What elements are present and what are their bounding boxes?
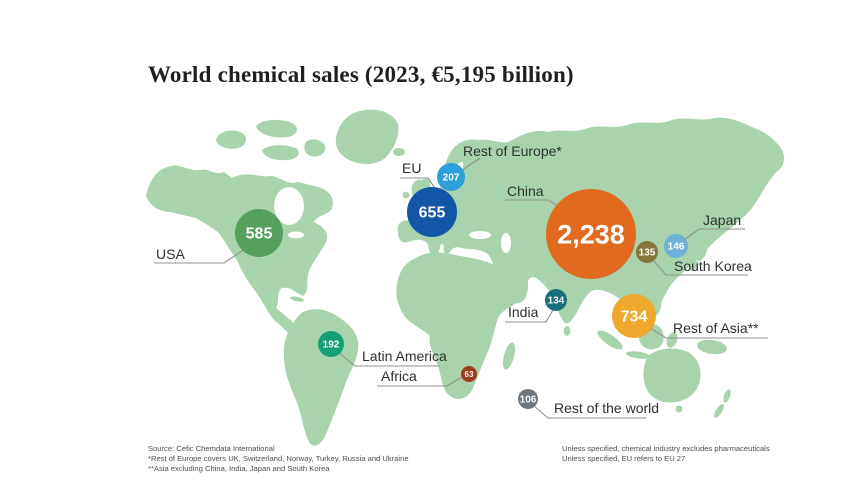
bubble-africa: 63 [461, 366, 477, 382]
landmass-tasmania [675, 405, 683, 413]
bubble-circle-usa [235, 209, 283, 257]
region-label-layer: USA EU Rest of Europe* China Japan South Kore… [156, 143, 759, 416]
region-label-india: India [508, 304, 539, 320]
bubble-circle-china [546, 189, 636, 279]
map-land-layer [146, 109, 784, 446]
leader-line-india [505, 309, 554, 323]
bubble-value-eu: 655 [419, 205, 446, 222]
bubble-rest-of-europe: 207 [437, 163, 465, 191]
bubble-eu: 655 [407, 187, 457, 237]
bubble-circle-rest-of-the-world [518, 389, 538, 409]
region-label-africa: Africa [381, 368, 417, 384]
water-caspian-sea [501, 233, 511, 253]
footnote-pharma: Unless specified, chemical industry excl… [562, 444, 770, 453]
bubble-india: 134 [545, 289, 567, 311]
landmass-sumatra [597, 330, 623, 350]
landmass-japan [692, 230, 702, 246]
bubble-value-india: 134 [548, 296, 565, 307]
leader-line-latin-america [337, 351, 440, 367]
landmass-japan-2 [697, 246, 707, 262]
bubble-value-rest-of-asia: 734 [621, 309, 648, 326]
leader-line-japan [683, 228, 745, 241]
bubble-circle-south-korea [636, 241, 658, 263]
landmass-sri-lanka [563, 326, 571, 336]
leader-line-rest-of-europe [460, 157, 481, 172]
footnotes-left: Source: Cefic Chemdata International *Re… [148, 444, 409, 474]
bubble-circle-india [545, 289, 567, 311]
leader-line-eu [400, 177, 438, 192]
region-label-china: China [507, 183, 544, 199]
footnote-eu27: Unless specified, EU refers to EU 27 [562, 454, 686, 463]
bubble-circle-japan [664, 234, 688, 258]
region-label-rest-of-europe: Rest of Europe* [463, 143, 562, 159]
region-label-usa: USA [156, 246, 185, 262]
landmass-new-zealand-north [723, 389, 731, 403]
landmass-java [626, 351, 650, 359]
bubble-layer: 585 655 207 2,238 146 135 134 734 192 63 106 [235, 163, 688, 409]
chart-title: World chemical sales (2023, €5,195 billi… [148, 62, 574, 87]
leader-line-africa [377, 376, 463, 387]
landmass-arctic-islands-3 [262, 145, 299, 161]
landmass-arctic-islands [216, 130, 247, 149]
bubble-value-rest-of-the-world: 106 [520, 395, 537, 406]
bubble-value-latin-america: 192 [323, 340, 340, 351]
bubble-value-china: 2,238 [557, 219, 625, 249]
footnote-asia: **Asia excluding China, India, Japan and… [148, 464, 330, 473]
landmass-japan-3 [689, 261, 699, 271]
region-label-rest-of-asia: Rest of Asia** [673, 320, 759, 336]
bubble-value-usa: 585 [246, 226, 273, 243]
bubble-value-africa: 63 [465, 370, 474, 379]
bubble-circle-africa [461, 366, 477, 382]
landmass-cuba [290, 296, 304, 302]
bubble-value-south-korea: 135 [639, 248, 656, 259]
bubble-value-japan: 146 [668, 242, 685, 253]
bubble-japan: 146 [664, 234, 688, 258]
landmass-arctic-islands-2 [256, 119, 297, 138]
bubble-circle-eu [407, 187, 457, 237]
bubble-value-rest-of-europe: 207 [443, 173, 460, 184]
footnote-rest-of-europe: *Rest of Europe covers UK, Switzerland, … [148, 454, 409, 463]
bubble-usa: 585 [235, 209, 283, 257]
landmass-new-zealand-south [714, 404, 724, 418]
landmass-new-guinea [697, 339, 727, 355]
bubble-circle-rest-of-asia [612, 294, 656, 338]
region-label-rest-of-the-world: Rest of the world [554, 400, 659, 416]
footnote-source: Source: Cefic Chemdata International [148, 444, 275, 453]
bubble-south-korea: 135 [636, 241, 658, 263]
leader-line-south-korea [652, 259, 748, 276]
landmass-south-america [283, 309, 359, 446]
landmass-ireland [402, 191, 410, 199]
leader-line-layer [154, 157, 768, 419]
region-label-eu: EU [402, 160, 421, 176]
landmass-greenland [335, 109, 399, 165]
landmass-sulawesi [666, 332, 678, 348]
footnotes-right: Unless specified, chemical industry excl… [562, 444, 770, 464]
landmass-madagascar [502, 342, 516, 370]
water-great-lakes [288, 231, 304, 239]
bubble-latin-america: 192 [318, 331, 344, 357]
leader-line-rest-of-the-world [533, 405, 646, 419]
region-label-japan: Japan [703, 212, 741, 228]
landmass-arctic-islands-4 [304, 139, 326, 157]
bubble-china: 2,238 [546, 189, 636, 279]
water-black-sea [469, 231, 491, 239]
bubble-circle-rest-of-europe [437, 163, 465, 191]
leader-line-rest-of-asia [649, 327, 768, 339]
landmass-australia [643, 348, 701, 403]
bubble-rest-of-the-world: 106 [518, 389, 538, 409]
water-hudson-bay [274, 187, 304, 225]
leader-line-usa [154, 248, 246, 264]
bubble-rest-of-asia: 734 [612, 294, 656, 338]
region-label-latin-america: Latin America [362, 348, 447, 364]
bubble-circle-latin-america [318, 331, 344, 357]
region-label-south-korea: South Korea [674, 258, 752, 274]
landmass-iceland [393, 148, 405, 156]
leader-line-china [505, 199, 558, 207]
landmass-africa [396, 252, 519, 399]
